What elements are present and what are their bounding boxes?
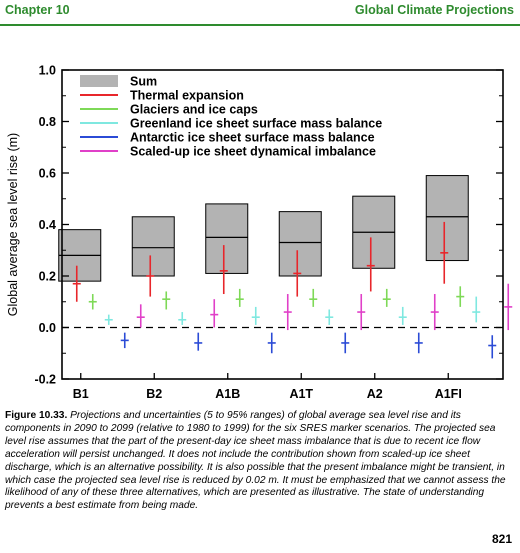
y-tick-label: 0.2 xyxy=(39,270,56,284)
x-tick-label-b2: B2 xyxy=(146,387,162,401)
figure-caption: Figure 10.33. Projections and uncertaint… xyxy=(5,410,517,513)
x-tick-label-a1fi: A1FI xyxy=(435,387,462,401)
x-tick-label-a2: A2 xyxy=(367,387,383,401)
sum-box-a1fi xyxy=(425,175,469,262)
legend-label-glaciers: Glaciers and ice caps xyxy=(130,103,258,117)
sum-box-a1b xyxy=(205,203,249,274)
y-axis-label: Global average sea level rise (m) xyxy=(6,133,20,316)
legend-label-thermal: Thermal expansion xyxy=(130,89,244,103)
sum-box-b2 xyxy=(131,216,175,277)
y-tick-label: 0.4 xyxy=(39,218,56,232)
y-tick-label: 0.0 xyxy=(39,321,56,335)
legend-label-antarctic: Antarctic ice sheet surface mass balance xyxy=(130,131,375,145)
y-tick-label: -0.2 xyxy=(34,373,56,387)
section-title: Global Climate Projections xyxy=(354,3,514,17)
legend-label-greenland: Greenland ice sheet surface mass balance xyxy=(130,117,382,131)
plot-area: -0.2 0.0 0.2 0.4 0.6 0.8 1.0 B1 B2 A1B A1T A2 A1FI Su… xyxy=(34,64,513,401)
legend-label-dynamical: Scaled-up ice sheet dynamical imbalance xyxy=(130,145,376,159)
page-header: Chapter 10 Global Climate Projections xyxy=(0,0,520,26)
x-tick-label-a1b: A1B xyxy=(215,387,240,401)
figure-label: Figure 10.33. xyxy=(5,410,68,421)
figure-caption-text: Projections and uncertainties (5 to 95% … xyxy=(5,410,506,512)
y-tick-label: 0.6 xyxy=(39,167,56,181)
page-number: 821 xyxy=(491,532,512,546)
legend-label-sum: Sum xyxy=(130,75,157,89)
sea-level-rise-chart: Global average sea level rise (m) -0.2 0.… xyxy=(6,64,513,401)
sum-box-a1t xyxy=(278,211,322,277)
chapter-label: Chapter 10 xyxy=(5,3,70,17)
x-tick-label-a1t: A1T xyxy=(289,387,313,401)
y-tick-label: 0.8 xyxy=(39,115,56,129)
x-tick-label-b1: B1 xyxy=(73,387,89,401)
legend-swatch-sum xyxy=(80,75,118,87)
y-tick-label: 1.0 xyxy=(39,64,56,78)
